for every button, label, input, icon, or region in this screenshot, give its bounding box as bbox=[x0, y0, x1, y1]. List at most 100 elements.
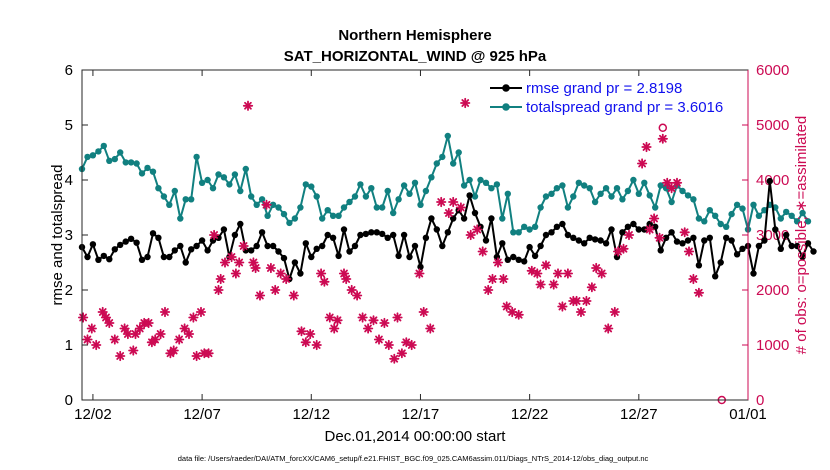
obs-assimilated-point bbox=[575, 306, 587, 318]
obs-assimilated-point bbox=[637, 158, 648, 169]
spread-point bbox=[215, 171, 222, 178]
rmse-point bbox=[275, 248, 282, 255]
spread-point bbox=[117, 149, 124, 156]
x-tick-label: 12/12 bbox=[293, 406, 331, 423]
obs-assimilated-point bbox=[305, 328, 316, 340]
obs-assimilated-point bbox=[238, 240, 249, 252]
spread-point bbox=[258, 196, 266, 203]
rmse-point bbox=[619, 229, 626, 236]
rmse-point bbox=[652, 223, 659, 230]
y-tick-label: 0 bbox=[65, 392, 73, 409]
obs-assimilated-point bbox=[213, 284, 224, 296]
x-tick-label: 12/17 bbox=[402, 406, 440, 423]
spread-point bbox=[209, 185, 217, 192]
obs-assimilated-point bbox=[540, 260, 552, 271]
obs-assimilated-point bbox=[414, 268, 425, 279]
rmse-point bbox=[684, 237, 692, 244]
obs-assimilated-point bbox=[492, 257, 504, 268]
rmse-point bbox=[422, 234, 430, 241]
spread-point bbox=[488, 185, 495, 192]
rmse-point bbox=[668, 229, 675, 236]
legend-spread-marker bbox=[502, 103, 510, 111]
spread-point bbox=[324, 207, 331, 214]
spread-point bbox=[548, 190, 555, 197]
y2-tick-label: 0 bbox=[756, 392, 764, 409]
spread-point bbox=[155, 185, 162, 192]
rmse-point bbox=[690, 234, 697, 241]
spread-point bbox=[777, 215, 784, 222]
rmse-point bbox=[712, 273, 719, 280]
spread-point bbox=[799, 209, 806, 217]
spread-point bbox=[570, 193, 577, 200]
rmse-point bbox=[384, 234, 391, 241]
rmse-point bbox=[641, 226, 648, 233]
obs-assimilated-point bbox=[688, 273, 699, 285]
obs-assimilated-point bbox=[455, 202, 467, 213]
spread-point bbox=[384, 187, 391, 195]
obs-assimilated-point bbox=[368, 315, 379, 326]
obs-assimilated-point bbox=[195, 306, 207, 318]
spread-point bbox=[160, 193, 168, 200]
rmse-point bbox=[635, 226, 642, 233]
rmse-point bbox=[280, 254, 288, 262]
rmse-point bbox=[308, 253, 315, 261]
obs-assimilated-point bbox=[362, 323, 374, 334]
obs-assimilated-point bbox=[644, 224, 655, 235]
spread-point bbox=[630, 176, 637, 184]
rmse-point bbox=[630, 220, 637, 228]
obs-assimilated-point bbox=[104, 317, 115, 329]
spread-point bbox=[111, 155, 119, 163]
obs-assimilated-point bbox=[226, 251, 237, 263]
spread-point bbox=[231, 171, 239, 178]
spread-point bbox=[471, 193, 479, 200]
spread-point bbox=[712, 212, 719, 219]
rmse-point bbox=[166, 253, 173, 261]
spread-point bbox=[308, 183, 315, 190]
obs-assimilated-point bbox=[548, 279, 559, 290]
spread-point bbox=[750, 201, 757, 208]
spread-point bbox=[755, 212, 763, 219]
obs-assimilated-point bbox=[254, 290, 266, 301]
x-tick-label: 12/02 bbox=[74, 406, 112, 423]
obs-assimilated-point bbox=[143, 317, 154, 329]
obs-assimilated-point bbox=[623, 229, 635, 241]
rmse-point bbox=[198, 237, 206, 244]
spread-point bbox=[275, 204, 282, 211]
spread-point bbox=[204, 176, 211, 184]
obs-assimilated-point bbox=[483, 284, 494, 296]
obs-possible-point bbox=[658, 123, 668, 133]
obs-assimilated-point bbox=[379, 317, 390, 329]
rmse-point bbox=[237, 220, 244, 228]
rmse-point bbox=[766, 177, 773, 185]
obs-assimilated-point bbox=[82, 334, 93, 345]
spread-point bbox=[783, 208, 790, 216]
y2-tick-label: 2000 bbox=[756, 282, 789, 299]
rmse-point bbox=[783, 231, 790, 239]
spread-point bbox=[351, 193, 359, 200]
rmse-point bbox=[106, 256, 113, 263]
rmse-point bbox=[733, 251, 741, 258]
spread-point bbox=[733, 201, 741, 208]
spread-point bbox=[319, 215, 326, 222]
rmse-point bbox=[368, 229, 375, 236]
obs-assimilated-point bbox=[641, 141, 652, 153]
spread-point bbox=[329, 212, 337, 219]
x-tick-label: 12/07 bbox=[183, 406, 221, 423]
obs-assimilated-point bbox=[472, 224, 483, 235]
legend-rmse-marker bbox=[502, 84, 510, 92]
rmse-point bbox=[750, 270, 757, 277]
rmse-point bbox=[149, 230, 157, 237]
obs-assimilated-point bbox=[250, 262, 261, 274]
spread-point bbox=[138, 170, 146, 177]
obs-assimilated-point bbox=[188, 312, 199, 323]
rmse-point bbox=[95, 256, 102, 263]
spread-point bbox=[450, 160, 457, 167]
rmse-point bbox=[471, 209, 479, 217]
rmse-point bbox=[799, 253, 806, 261]
obs-assimilated-point bbox=[215, 273, 226, 285]
rmse-point bbox=[291, 259, 299, 266]
rmse-point bbox=[646, 220, 653, 228]
spread-point bbox=[706, 207, 713, 214]
spread-point bbox=[499, 215, 506, 222]
spread-point bbox=[390, 209, 397, 217]
